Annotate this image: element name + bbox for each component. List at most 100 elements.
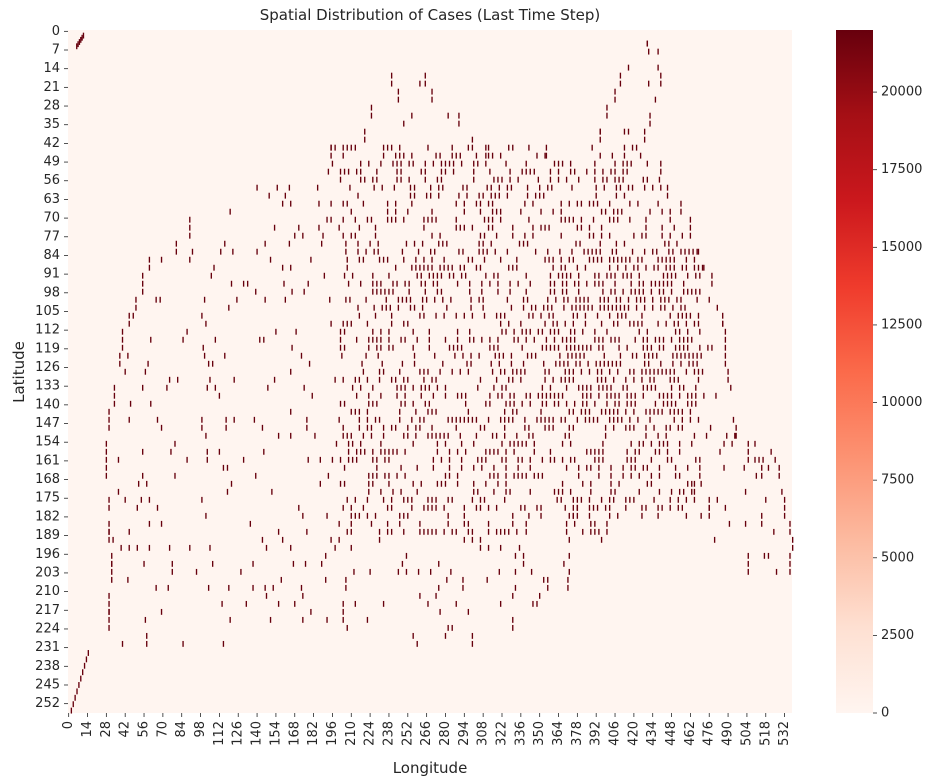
heatmap-hotspot-cell <box>501 440 503 447</box>
heatmap-hotspot-cell <box>481 464 483 471</box>
heatmap-hotspot-cell <box>448 464 451 471</box>
heatmap-hotspot-cell <box>763 552 766 559</box>
heatmap-hotspot-cell <box>731 440 733 447</box>
heatmap-hotspot-cell <box>657 48 659 55</box>
heatmap-hotspot-cell <box>716 496 718 503</box>
heatmap-hotspot-cell <box>440 456 443 463</box>
heatmap-hotspot-cell <box>559 360 561 367</box>
heatmap-hotspot-cell <box>617 256 619 263</box>
heatmap-hotspot-cell <box>630 280 632 287</box>
heatmap-hotspot-cell <box>373 304 375 311</box>
heatmap-hotspot-cell <box>658 488 661 495</box>
heatmap-hotspot-cell <box>685 264 688 271</box>
heatmap-hotspot-cell <box>658 472 661 479</box>
heatmap-hotspot-cell <box>189 232 191 239</box>
heatmap-hotspot-cell <box>565 176 568 183</box>
heatmap-hotspot-cell <box>473 176 475 183</box>
heatmap-hotspot-cell <box>343 328 346 335</box>
heatmap-hotspot-cell <box>416 464 418 471</box>
heatmap-hotspot-cell <box>673 368 675 375</box>
heatmap-hotspot-cell <box>478 192 480 199</box>
heatmap-hotspot-cell <box>614 272 616 279</box>
heatmap-hotspot-cell <box>451 496 453 503</box>
heatmap-hotspot-cell <box>730 384 732 391</box>
heatmap-hotspot-cell <box>424 160 426 167</box>
heatmap-hotspot-cell <box>599 248 601 255</box>
heatmap-hotspot-cell <box>561 440 564 447</box>
heatmap-hotspot-cell <box>553 344 556 351</box>
heatmap-hotspot-cell <box>108 416 110 423</box>
heatmap-hotspot-cell <box>512 616 514 623</box>
heatmap-hotspot-cell <box>327 168 330 175</box>
heatmap-hotspot-cell <box>573 328 576 335</box>
heatmap-hotspot-cell <box>678 488 681 495</box>
colorbar <box>836 30 873 713</box>
heatmap-hotspot-cell <box>401 248 404 255</box>
heatmap-hotspot-cell <box>478 248 480 255</box>
heatmap-hotspot-cell <box>491 216 494 223</box>
heatmap-hotspot-cell <box>405 552 408 559</box>
heatmap-hotspot-cell <box>400 384 402 391</box>
heatmap-hotspot-cell <box>517 456 519 463</box>
heatmap-hotspot-cell <box>724 344 727 351</box>
heatmap-hotspot-cell <box>201 416 203 423</box>
heatmap-hotspot-cell <box>121 344 124 351</box>
heatmap-hotspot-cell <box>728 520 731 527</box>
heatmap-hotspot-cell <box>588 496 591 503</box>
heatmap-hotspot-cell <box>617 512 619 519</box>
heatmap-hotspot-cell <box>627 296 630 303</box>
heatmap-hotspot-cell <box>424 72 426 79</box>
heatmap-hotspot-cell <box>455 216 457 223</box>
heatmap-hotspot-cell <box>598 448 600 455</box>
heatmap-hotspot-cell <box>649 408 651 415</box>
heatmap-hotspot-cell <box>290 368 292 375</box>
x-tick-label: 308 <box>476 721 491 746</box>
heatmap-hotspot-cell <box>504 496 506 503</box>
heatmap-hotspot-cell <box>463 312 465 319</box>
heatmap-hotspot-cell <box>592 256 595 263</box>
heatmap-hotspot-cell <box>124 496 126 503</box>
heatmap-hotspot-cell <box>520 368 522 375</box>
heatmap-hotspot-cell <box>569 328 572 335</box>
heatmap-hotspot-cell <box>77 41 79 48</box>
heatmap-hotspot-cell <box>685 320 688 327</box>
heatmap-hotspot-cell <box>409 296 412 303</box>
heatmap-hotspot-cell <box>401 560 404 567</box>
heatmap-hotspot-cell <box>576 224 579 231</box>
heatmap-hotspot-cell <box>473 480 475 487</box>
heatmap-hotspot-cell <box>358 224 361 231</box>
heatmap-hotspot-cell <box>665 424 667 431</box>
heatmap-hotspot-cell <box>388 336 390 343</box>
heatmap-hotspot-cell <box>652 184 654 191</box>
heatmap-hotspot-cell <box>392 448 394 455</box>
heatmap-hotspot-cell <box>491 152 494 159</box>
heatmap-hotspot-cell <box>677 376 679 383</box>
heatmap-hotspot-cell <box>617 408 619 415</box>
heatmap-hotspot-cell <box>650 456 653 463</box>
heatmap-hotspot-cell <box>567 352 569 359</box>
heatmap-hotspot-cell <box>411 264 413 271</box>
heatmap-hotspot-cell <box>501 328 503 335</box>
heatmap-hotspot-cell <box>417 568 420 575</box>
heatmap-hotspot-cell <box>448 160 451 167</box>
heatmap-hotspot-cell <box>565 384 568 391</box>
heatmap-hotspot-cell <box>456 392 459 399</box>
heatmap-hotspot-cell <box>695 384 697 391</box>
heatmap-hotspot-cell <box>708 496 710 503</box>
heatmap-hotspot-cell <box>127 352 129 359</box>
heatmap-hotspot-cell <box>689 408 692 415</box>
heatmap-hotspot-cell <box>783 504 786 511</box>
heatmap-hotspot-cell <box>560 416 562 423</box>
heatmap-hotspot-cell <box>654 400 657 407</box>
heatmap-hotspot-cell <box>603 296 605 303</box>
heatmap-hotspot-cell <box>594 160 596 167</box>
heatmap-hotspot-cell <box>544 256 546 263</box>
heatmap-hotspot-cell <box>485 456 487 463</box>
heatmap-hotspot-cell <box>614 488 616 495</box>
heatmap-hotspot-cell <box>403 320 405 327</box>
heatmap-hotspot-cell <box>342 216 344 223</box>
heatmap-hotspot-cell <box>613 408 615 415</box>
heatmap-hotspot-cell <box>365 352 367 359</box>
heatmap-hotspot-cell <box>290 408 292 415</box>
heatmap-hotspot-cell <box>342 232 344 239</box>
